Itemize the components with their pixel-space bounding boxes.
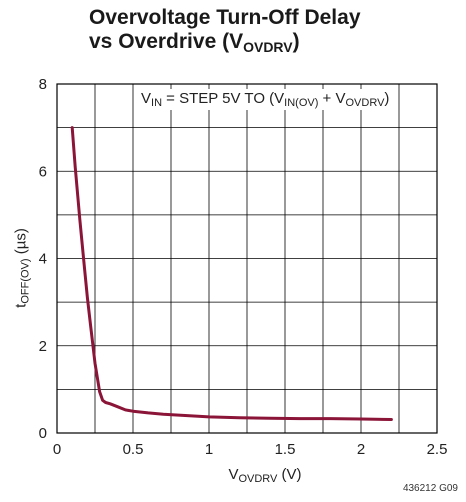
y-axis-label-main: t xyxy=(12,303,30,308)
y-tick-label: 4 xyxy=(39,251,47,268)
x-tick-label: 0 xyxy=(53,441,61,458)
title-line-2-suffix: ) xyxy=(292,30,300,53)
title-line-2: vs Overdrive (VOVDRV) xyxy=(89,30,361,59)
x-axis-label: VOVDRV (V) xyxy=(228,466,301,485)
y-axis-label: tOFF(OV) (µs) xyxy=(13,228,32,308)
title-line-2-sub: OVDRV xyxy=(243,39,293,55)
annotation-inov-sub: IN(OV) xyxy=(284,97,319,109)
annotation-text-2: + V xyxy=(318,90,346,107)
plot-frame xyxy=(56,83,438,434)
annotation-ovdrv-sub: OVDRV xyxy=(345,97,385,109)
x-tick-label: 0.5 xyxy=(123,441,144,458)
y-tick-label: 2 xyxy=(39,338,47,355)
y-axis-label-sub: OFF(OV) xyxy=(19,258,32,304)
annotation-v: V xyxy=(141,90,152,107)
annotation-in-sub: IN xyxy=(151,97,163,109)
title-line-2-prefix: vs Overdrive (V xyxy=(89,30,244,53)
test-condition-annotation: VIN = STEP 5V TO (VIN(OV) + VOVDRV) xyxy=(138,89,393,110)
y-tick-label: 6 xyxy=(39,163,47,180)
chart-title: Overvoltage Turn-Off Delay vs Overdrive … xyxy=(89,6,361,59)
x-axis-label-main: V xyxy=(228,466,239,483)
x-axis-label-unit: (V) xyxy=(277,466,302,483)
x-tick-label: 2.5 xyxy=(427,441,448,458)
x-axis-label-sub: OVDRV xyxy=(238,473,278,485)
x-tick-label: 1 xyxy=(205,441,213,458)
x-tick-label: 2 xyxy=(357,441,365,458)
y-tick-label: 8 xyxy=(39,76,47,93)
y-tick-label: 0 xyxy=(39,425,47,442)
x-tick-label: 1.5 xyxy=(275,441,296,458)
y-axis-label-unit: (µs) xyxy=(12,228,30,259)
figure-code: 436212 G09 xyxy=(402,483,458,494)
title-line-1: Overvoltage Turn-Off Delay xyxy=(89,6,361,29)
annotation-text-1: = STEP 5V TO (V xyxy=(162,90,285,107)
series-line xyxy=(70,126,393,421)
annotation-text-3: ) xyxy=(384,90,390,107)
